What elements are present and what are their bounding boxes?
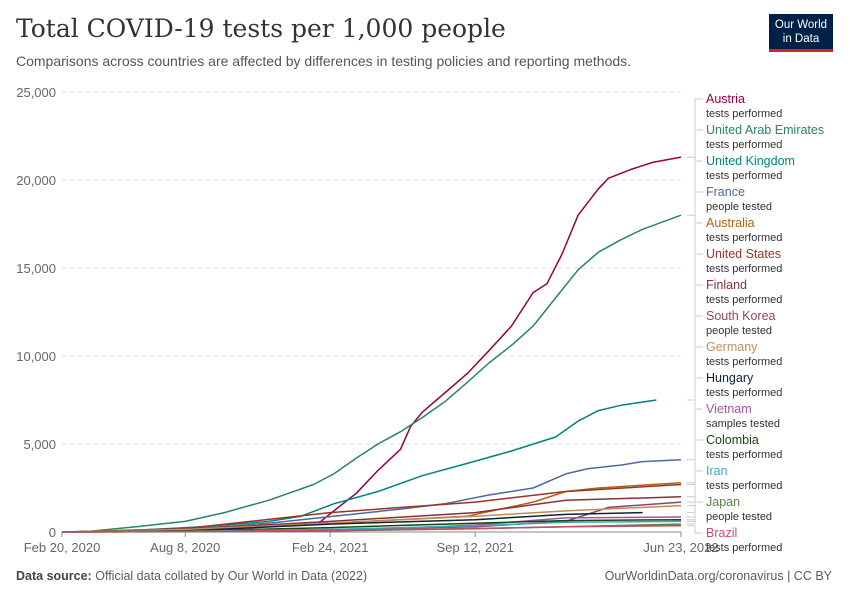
legend-sublabel: tests performed [706, 170, 782, 182]
legend-connector [687, 525, 703, 534]
series-line-austria [318, 156, 682, 524]
y-tick-label: 10,000 [16, 349, 56, 364]
y-tick-label: 0 [49, 525, 56, 540]
legend-sublabel: people tested [706, 325, 772, 337]
legend-label-united-kingdom: United Kingdom [706, 154, 795, 168]
source-link[interactable]: OurWorldinData.org/coronavirus | CC BY [604, 569, 832, 583]
y-tick-label: 5,000 [23, 437, 56, 452]
y-tick-label: 15,000 [16, 261, 56, 276]
legend-sublabel: people tested [706, 201, 772, 213]
legend-label-south-korea: South Korea [706, 309, 776, 323]
legend-sublabel: tests performed [706, 294, 782, 306]
data-source-text: Official data collated by Our World in D… [95, 569, 368, 583]
series-line-united-arab-emirates [61, 214, 682, 533]
legend-sublabel: tests performed [706, 480, 782, 492]
x-tick-label: Sep 12, 2021 [436, 540, 513, 555]
legend-sublabel: people tested [706, 511, 772, 523]
legend-sublabel: tests performed [706, 263, 782, 275]
legend-label-austria: Austria [706, 92, 745, 106]
series-line-france [113, 459, 682, 533]
legend-connector [687, 98, 703, 158]
legend-sublabel: tests performed [706, 356, 782, 368]
legend-sublabel: tests performed [706, 232, 782, 244]
data-source: Data source: Official data collated by O… [16, 569, 367, 583]
legend-label-australia: Australia [706, 216, 755, 230]
legend-label-iran: Iran [706, 464, 728, 478]
x-tick-label: Aug 8, 2020 [150, 540, 220, 555]
legend-connector [687, 501, 703, 525]
x-tick-label: Jun 23, 2022 [643, 540, 718, 555]
legend-sublabel: tests performed [706, 108, 782, 120]
owid-logo[interactable]: Our World in Data [769, 14, 833, 52]
x-tick-label: Feb 24, 2021 [292, 540, 369, 555]
legend-sublabel: tests performed [706, 542, 782, 554]
logo-line-1: Our World [774, 19, 828, 31]
legend-label-hungary: Hungary [706, 371, 754, 385]
legend-sublabel: samples tested [706, 418, 780, 430]
chart-title: Total COVID-19 tests per 1,000 people [16, 14, 506, 43]
data-source-label: Data source: [16, 569, 92, 583]
y-tick-label: 25,000 [16, 85, 56, 100]
legend-label-united-arab-emirates: United Arab Emirates [706, 123, 824, 137]
legend-label-france: France [706, 185, 745, 199]
legend-label-brazil: Brazil [706, 526, 737, 540]
legend-label-vietnam: Vietnam [706, 402, 752, 416]
x-tick-label: Feb 20, 2020 [24, 540, 101, 555]
series-line-brazil [69, 525, 682, 533]
chart-subtitle: Comparisons across countries are affecte… [16, 53, 632, 69]
legend-sublabel: tests performed [706, 387, 782, 399]
series-line-germany [69, 504, 682, 533]
legend-label-germany: Germany [706, 340, 758, 354]
legend-sublabel: tests performed [706, 449, 782, 461]
logo-line-2: in Data [782, 33, 820, 45]
y-tick-label: 20,000 [16, 173, 56, 188]
legend-label-united-states: United States [706, 247, 781, 261]
legend-label-finland: Finland [706, 278, 747, 292]
legend-sublabel: tests performed [706, 139, 782, 151]
legend-label-colombia: Colombia [706, 433, 759, 447]
legend-label-japan: Japan [706, 495, 740, 509]
legend-connector [687, 470, 703, 522]
series-line-united-kingdom [69, 399, 657, 533]
